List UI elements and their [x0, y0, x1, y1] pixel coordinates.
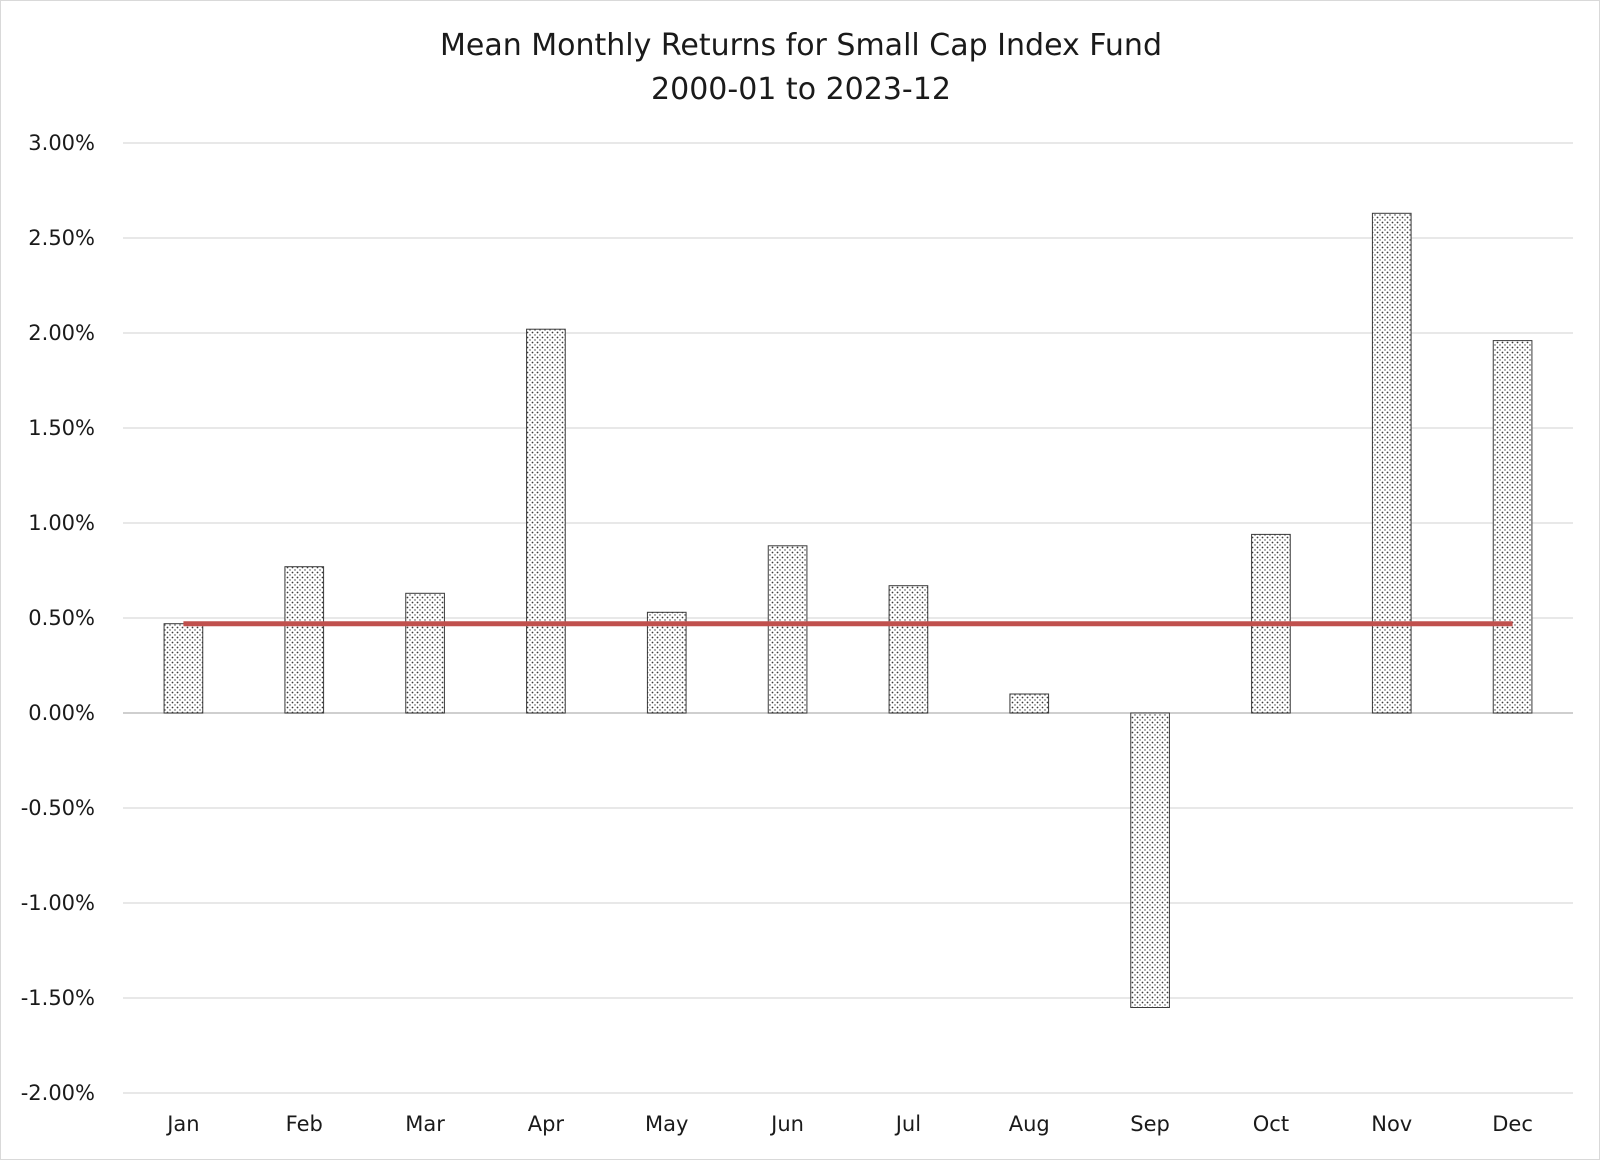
y-tick-label: 0.00%: [28, 701, 95, 725]
y-tick-label: -0.50%: [21, 796, 95, 820]
x-tick-label: Dec: [1492, 1112, 1533, 1136]
x-tick-label: Sep: [1130, 1112, 1170, 1136]
y-tick-label: 0.50%: [28, 606, 95, 630]
y-tick-label: -1.50%: [21, 986, 95, 1010]
y-tick-label: 2.50%: [28, 226, 95, 250]
bar-jan: [163, 623, 204, 714]
x-tick-label: Jul: [894, 1112, 921, 1136]
y-tick-label: 2.00%: [28, 321, 95, 345]
x-tick-label: Mar: [405, 1112, 445, 1136]
bars: [163, 212, 1533, 1008]
bar-may: [646, 611, 687, 714]
y-axis-ticks: -2.00% -1.50% -1.00% -0.50% 0.00% 0.50% 1.00% 1…: [21, 131, 95, 1105]
bar-feb: [284, 566, 325, 714]
gridlines: [123, 142, 1573, 1094]
x-axis-ticks: Jan Feb Mar Apr May Jun Jul Aug Sep Oct Nov Dec: [165, 1112, 1533, 1136]
chart-subtitle: 2000-01 to 2023-12: [651, 72, 951, 107]
bar-sep: [1130, 712, 1170, 1008]
y-tick-label: 3.00%: [28, 131, 95, 155]
y-tick-label: 1.00%: [28, 511, 95, 535]
bar-aug: [1009, 693, 1050, 714]
x-tick-label: Oct: [1253, 1112, 1289, 1136]
x-tick-label: Aug: [1009, 1112, 1050, 1136]
x-tick-label: May: [645, 1112, 688, 1136]
y-tick-label: -1.00%: [21, 891, 95, 915]
x-tick-label: Jan: [165, 1112, 199, 1136]
x-tick-label: Apr: [528, 1112, 565, 1136]
y-tick-label: 1.50%: [28, 416, 95, 440]
bar-jun: [767, 545, 808, 714]
x-tick-label: Nov: [1371, 1112, 1412, 1136]
x-tick-label: Feb: [286, 1112, 323, 1136]
x-tick-label: Jun: [769, 1112, 804, 1136]
bar-apr: [526, 328, 566, 714]
bar-mar: [405, 592, 445, 714]
chart-title: Mean Monthly Returns for Small Cap Index…: [440, 28, 1162, 63]
bar-dec: [1492, 340, 1533, 714]
y-tick-label: -2.00%: [21, 1081, 95, 1105]
bar-jul: [888, 585, 929, 714]
bar-nov: [1371, 212, 1412, 714]
